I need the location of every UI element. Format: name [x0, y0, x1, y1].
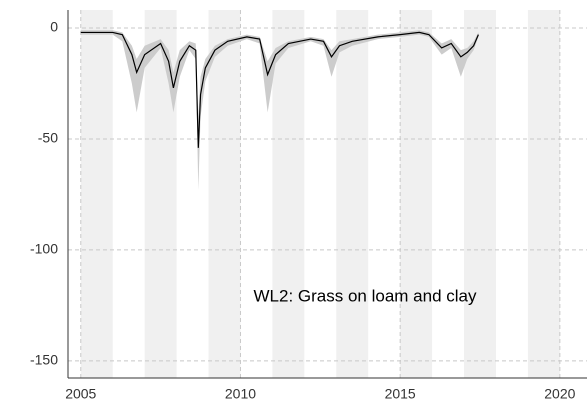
year-shade — [208, 10, 241, 378]
x-tick-label: 2010 — [225, 386, 256, 402]
year-shade — [400, 10, 433, 378]
year-shade — [527, 10, 560, 378]
year-shade — [272, 10, 305, 378]
x-tick-label: 2015 — [385, 386, 416, 402]
annotation: WL2: Grass on loam and clay — [254, 286, 477, 305]
y-tick-label: 0 — [50, 19, 58, 35]
label-layer: -150 -100 -50 0 2005 2010 2015 2020 WL2: Grass o… — [30, 10, 587, 402]
year-shade — [336, 10, 369, 378]
range-band — [80, 30, 479, 191]
background-layer — [80, 10, 560, 378]
year-shade — [464, 10, 496, 378]
y-tick-label: -150 — [30, 352, 58, 368]
x-tick-label: 2020 — [544, 386, 575, 402]
year-shade — [80, 10, 113, 378]
data-layer — [80, 30, 479, 191]
x-tick-label: 2005 — [65, 386, 96, 402]
data-line — [80, 31, 479, 148]
y-tick-label: -100 — [30, 241, 58, 257]
grid-layer — [68, 10, 587, 378]
y-tick-label: -50 — [38, 130, 58, 146]
